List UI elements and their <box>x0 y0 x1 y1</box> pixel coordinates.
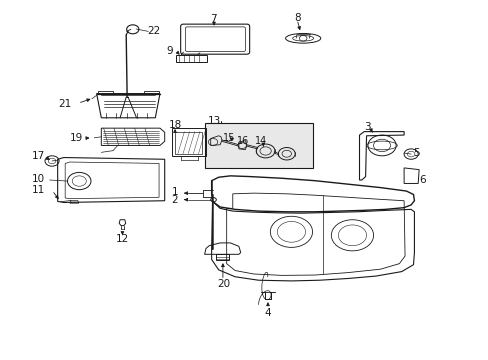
Text: 7: 7 <box>210 14 216 24</box>
Text: 9: 9 <box>166 46 172 56</box>
Text: 10: 10 <box>31 174 44 184</box>
Text: 15: 15 <box>223 133 235 143</box>
Text: 14: 14 <box>255 136 267 146</box>
Text: 19: 19 <box>70 133 83 143</box>
Text: 8: 8 <box>293 13 300 23</box>
Text: 5: 5 <box>413 148 419 158</box>
Text: 12: 12 <box>116 234 129 244</box>
Text: 17: 17 <box>31 151 44 161</box>
Text: 11: 11 <box>31 185 44 195</box>
Text: 1: 1 <box>171 188 178 197</box>
Text: 20: 20 <box>216 279 229 289</box>
Text: 13: 13 <box>207 116 220 126</box>
Text: 4: 4 <box>264 308 271 318</box>
Text: 16: 16 <box>237 136 249 146</box>
Text: 2: 2 <box>170 195 177 205</box>
Bar <box>176 55 206 63</box>
Text: 6: 6 <box>419 175 426 185</box>
Text: 3: 3 <box>364 122 370 132</box>
Text: 18: 18 <box>168 120 181 130</box>
FancyBboxPatch shape <box>204 123 312 168</box>
Text: 22: 22 <box>147 26 160 36</box>
Text: 21: 21 <box>59 99 72 109</box>
